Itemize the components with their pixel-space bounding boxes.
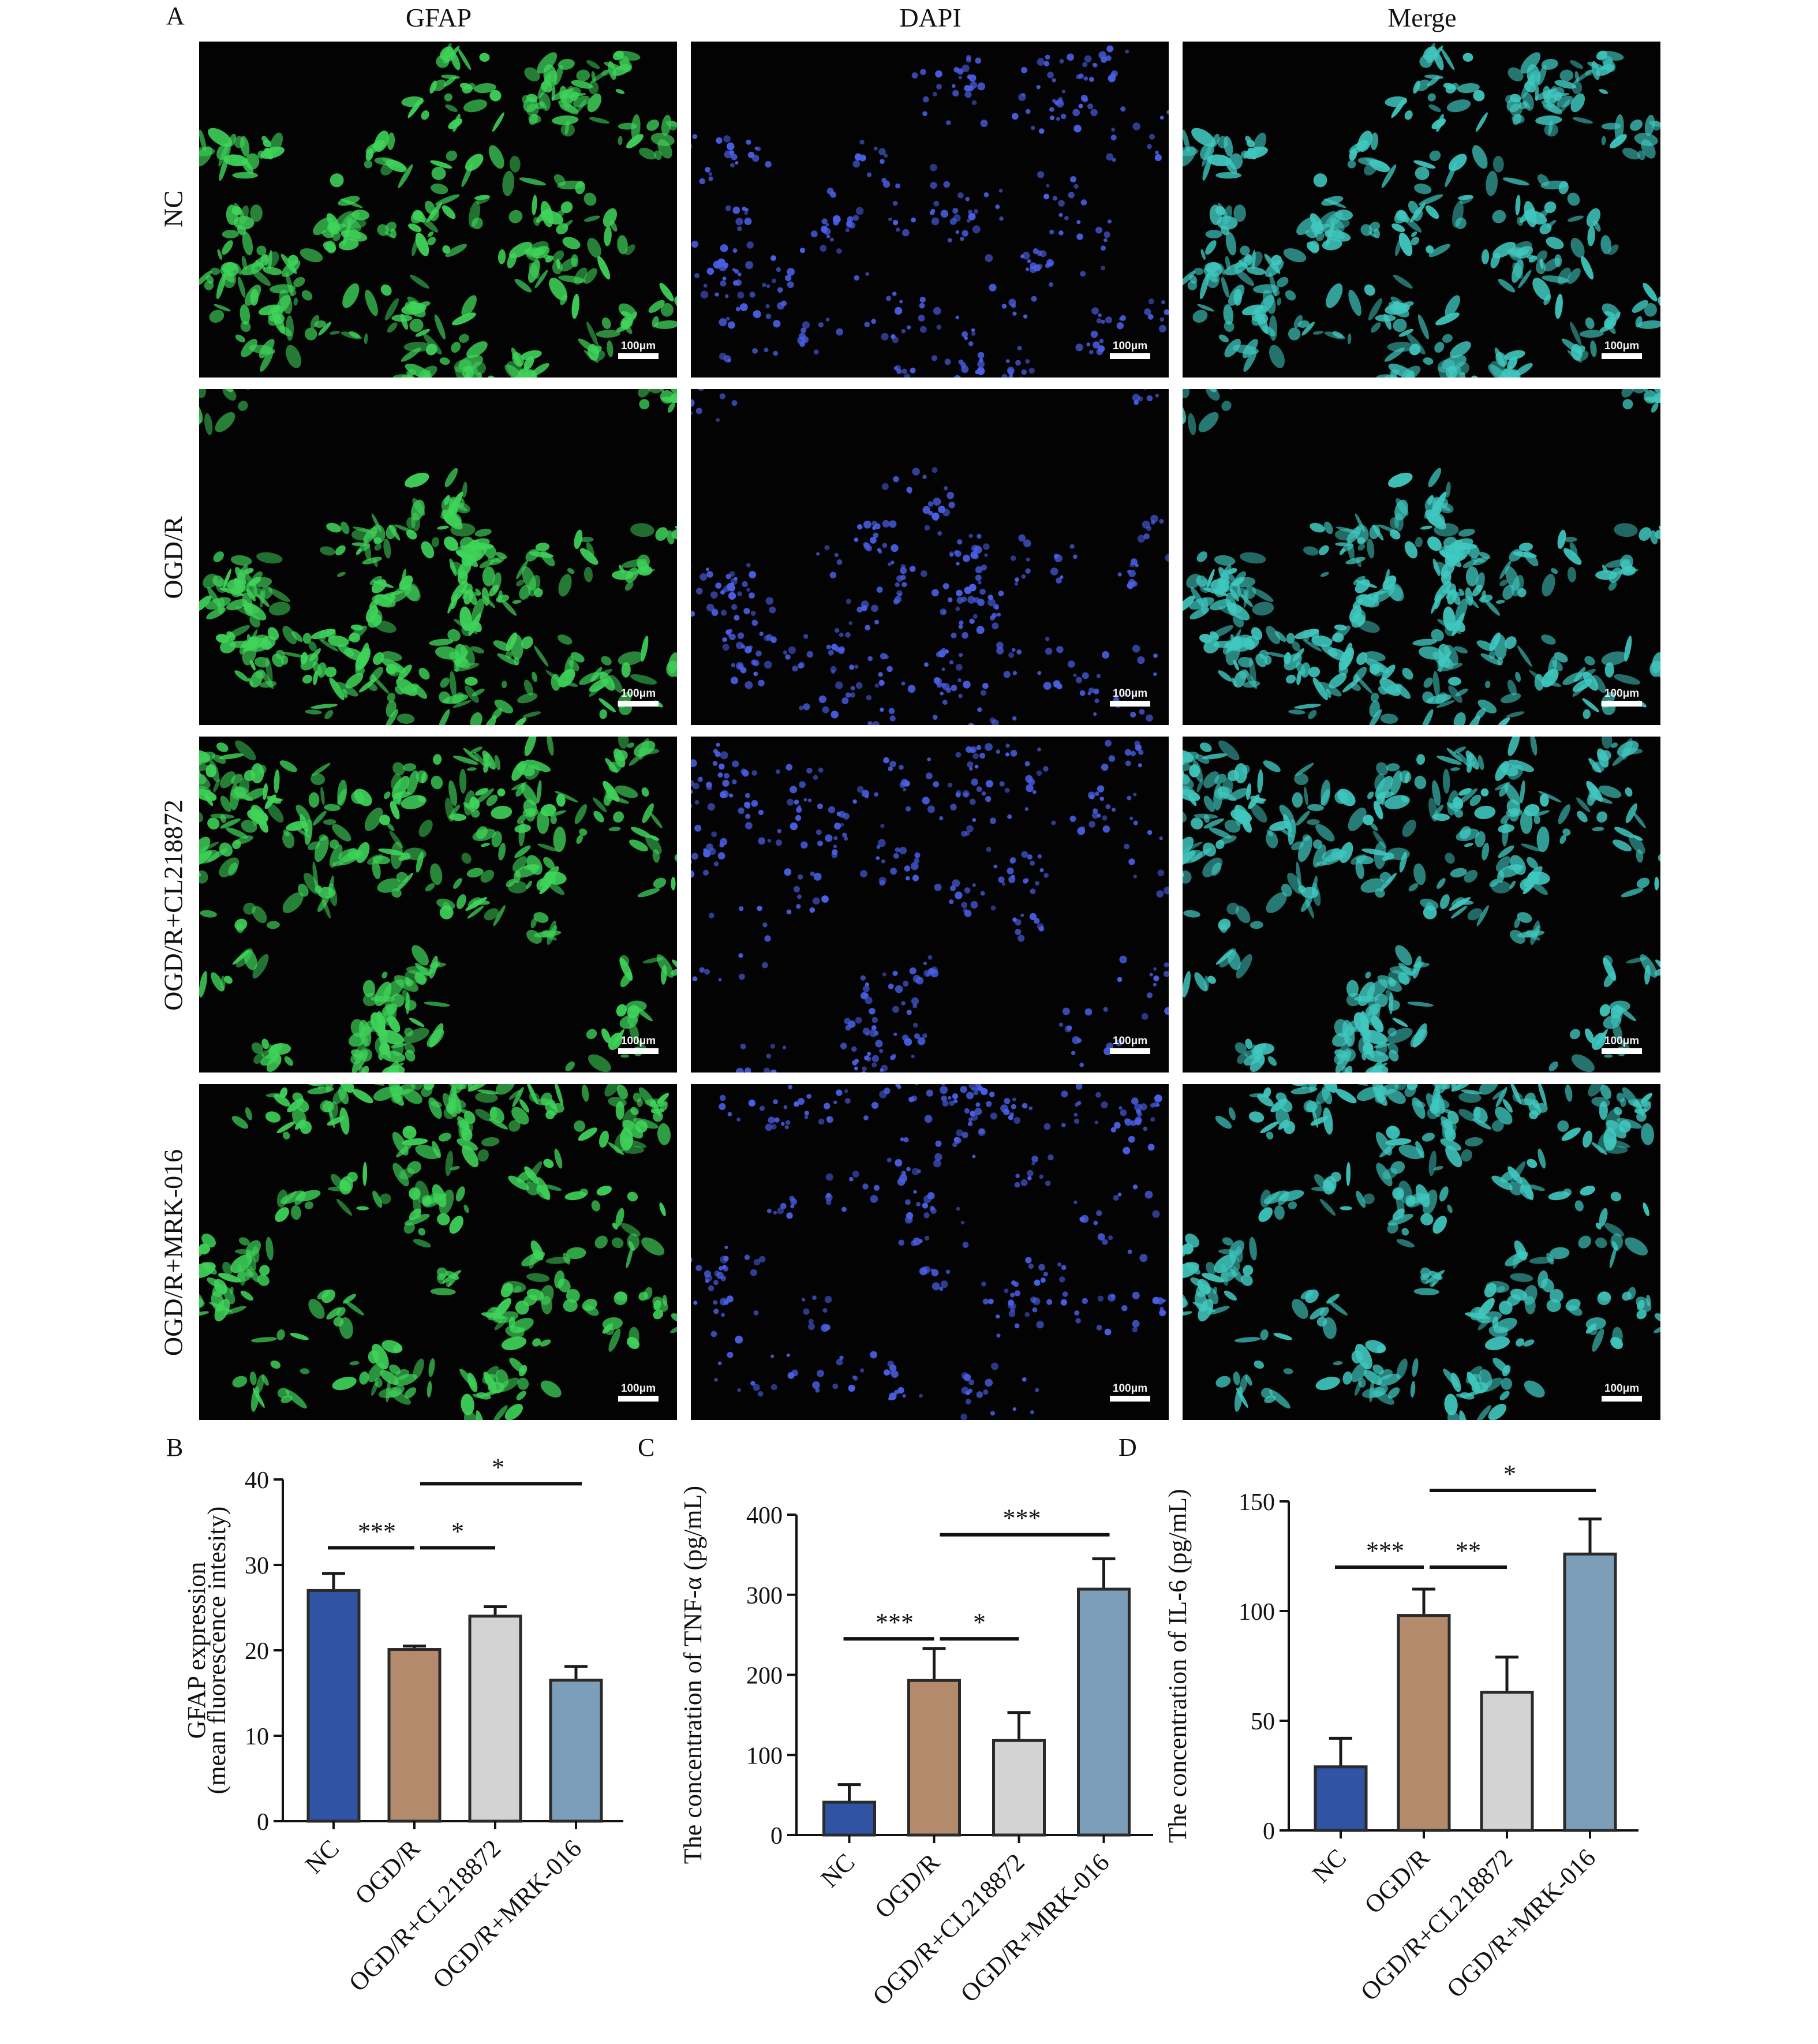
column-title-dapi: DAPI <box>899 3 962 32</box>
micrograph-nc-merge: 100μm <box>1183 42 1660 378</box>
micrograph-ogdr-dapi: 100μm <box>691 389 1169 725</box>
panel-d-letter: D <box>1119 1433 1137 1462</box>
bar-ogd-r-mrk-016 <box>1563 1552 1617 1832</box>
x-tick-label: OGD/R <box>869 1848 945 1924</box>
micrograph-cl218872-merge: 100μm <box>1183 737 1660 1073</box>
scale-bar: 100μm <box>1110 1036 1150 1054</box>
micrograph-mrk016-gfap: 100μm <box>199 1084 677 1420</box>
y-tick-label: 40 <box>245 1467 269 1494</box>
panel-b-letter: B <box>166 1433 184 1462</box>
significance-label: *** <box>1003 1504 1041 1533</box>
scale-bar: 100μm <box>1602 341 1642 359</box>
micrograph-cl218872-dapi: 100μm <box>691 737 1169 1073</box>
bar-ogd-r-cl218872 <box>1480 1691 1534 1832</box>
bar-ogd-r-cl218872 <box>468 1615 522 1823</box>
scale-bar: 100μm <box>1110 1383 1150 1402</box>
y-tick-label: 100 <box>1239 1599 1275 1626</box>
y-tick-label: 0 <box>257 1809 269 1836</box>
x-tick-label: OGD/R <box>1359 1843 1435 1919</box>
x-tick-label: OGD/R+CL218872 <box>1355 1843 1518 2006</box>
scale-bar: 100μm <box>618 341 659 359</box>
x-tick-label: OGD/R+CL218872 <box>343 1834 506 1997</box>
bar-nc <box>822 1800 876 1837</box>
column-title-merge: Merge <box>1387 3 1457 32</box>
y-tick-label: 200 <box>746 1663 783 1690</box>
x-tick-label: OGD/R+MRK-016 <box>955 1848 1115 2008</box>
row-label-nc: NC <box>158 190 188 227</box>
bar-ogd-r-mrk-016 <box>1077 1587 1131 1837</box>
bar-nc <box>306 1589 361 1823</box>
scale-bar: 100μm <box>1602 1036 1642 1054</box>
significance-label: *** <box>358 1517 396 1545</box>
x-tick-label: NC <box>816 1848 861 1893</box>
micrograph-cl218872-gfap: 100μm <box>199 737 677 1073</box>
micrograph-mrk016-dapi: 100μm <box>691 1084 1169 1420</box>
micrograph-mrk016-merge: 100μm <box>1183 1084 1660 1420</box>
y-tick-label: 300 <box>746 1583 783 1609</box>
micrograph-nc-gfap: 100μm <box>199 42 677 378</box>
significance-label: *** <box>876 1608 914 1636</box>
chart-il6: 0 50 100 150 The concentration of IL-6 (pg/m… <box>1164 1460 1639 2006</box>
x-tick-label: OGD/R+MRK-016 <box>427 1834 587 1994</box>
chart-tnf-alpha: 0 100 200 300 400 The concentration of TNF-α … <box>679 1486 1153 2011</box>
row-label-ogdr-cl218872: OGD/R+CL218872 <box>158 799 188 1011</box>
y-tick-label: 150 <box>1239 1489 1275 1516</box>
scale-bar: 100μm <box>1110 341 1150 359</box>
bar-ogd-r-cl218872 <box>992 1739 1046 1837</box>
bar-ogd-r <box>907 1679 961 1837</box>
scale-bar: 100μm <box>1602 1383 1642 1402</box>
micrograph-ogdr-merge: 100μm <box>1183 389 1660 725</box>
chart-gfap-expression: 0 10 20 30 40 GFAP expression(mean fluorescen… <box>182 1453 623 1997</box>
x-tick-label: OGD/R+MRK-016 <box>1441 1843 1601 2003</box>
y-tick-label: 50 <box>1251 1709 1275 1735</box>
y-tick-label: 30 <box>245 1553 269 1579</box>
column-title-gfap: GFAP <box>405 3 472 32</box>
scale-bar: 100μm <box>618 1036 659 1054</box>
y-tick-label: 20 <box>245 1638 269 1665</box>
bar-nc <box>1314 1765 1368 1832</box>
scale-bar: 100μm <box>1602 688 1642 707</box>
y-axis-label: GFAP expression <box>182 1562 211 1739</box>
significance-label: *** <box>1366 1537 1404 1565</box>
scale-bar: 100μm <box>618 1383 659 1402</box>
micrograph-ogdr-gfap: 100μm <box>199 389 677 725</box>
y-tick-label: 400 <box>746 1503 783 1529</box>
bar-ogd-r <box>1397 1614 1451 1832</box>
y-tick-label: 0 <box>770 1823 783 1849</box>
panel-c-letter: C <box>638 1433 655 1462</box>
scale-bar: 100μm <box>618 688 659 707</box>
x-tick-label: OGD/R <box>350 1834 426 1910</box>
x-tick-label: OGD/R+CL218872 <box>867 1848 1030 2011</box>
significance-label: * <box>1503 1460 1516 1488</box>
y-axis-label: (mean fluorescence intesity) <box>203 1507 231 1794</box>
bar-ogd-r-mrk-016 <box>549 1679 603 1823</box>
significance-label: * <box>973 1608 986 1636</box>
scale-bar: 100μm <box>1110 688 1150 707</box>
significance-label: * <box>451 1517 464 1545</box>
x-tick-label: NC <box>300 1834 345 1879</box>
y-tick-label: 0 <box>1263 1818 1275 1845</box>
x-tick-label: NC <box>1307 1843 1352 1888</box>
bar-ogd-r <box>387 1648 442 1823</box>
micrograph-nc-dapi: 100μm <box>691 42 1169 378</box>
significance-label: ** <box>1456 1537 1481 1565</box>
significance-label: * <box>492 1453 504 1481</box>
row-label-ogdr-mrk016: OGD/R+MRK-016 <box>158 1149 188 1357</box>
y-axis-label: The concentration of IL-6 (pg/mL) <box>1164 1489 1192 1843</box>
y-tick-label: 100 <box>746 1743 783 1769</box>
y-axis-label: The concentration of TNF-α (pg/mL) <box>679 1486 707 1864</box>
row-label-ogdr: OGD/R <box>158 516 188 599</box>
panel-a-letter: A <box>166 2 185 30</box>
y-tick-label: 10 <box>245 1724 269 1750</box>
